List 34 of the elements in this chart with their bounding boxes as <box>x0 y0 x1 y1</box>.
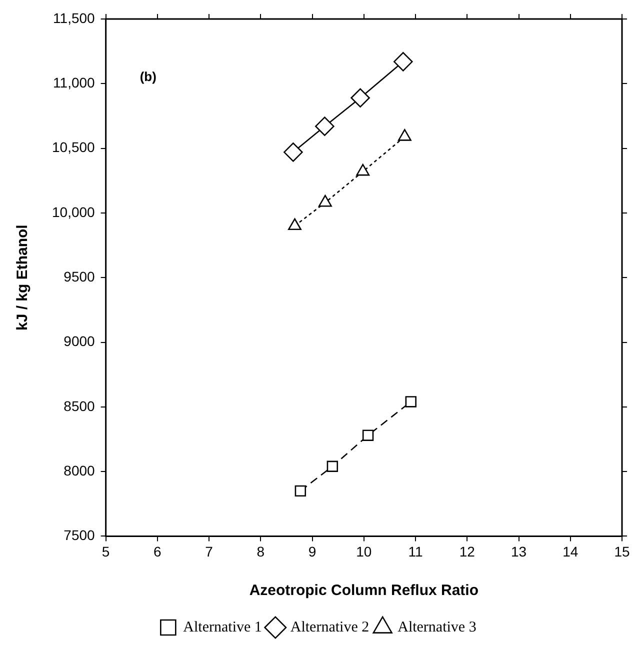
x-tick-label: 10 <box>356 543 372 560</box>
y-tick-label: 11,500 <box>53 10 96 26</box>
x-axis-title: Azeotropic Column Reflux Ratio <box>249 582 479 600</box>
x-tick-label: 12 <box>459 543 476 560</box>
point <box>405 396 416 408</box>
point <box>362 430 374 441</box>
x-tick-label: 13 <box>510 543 527 560</box>
annotation: (b) <box>140 69 156 84</box>
y-tick-label: 10,000 <box>52 204 96 220</box>
y-tick-label: 9500 <box>64 268 96 284</box>
point <box>294 485 306 497</box>
x-tick-label: 11 <box>408 543 423 560</box>
x-tick-label: 5 <box>102 543 110 560</box>
point <box>315 116 334 136</box>
y-tick-label: 7500 <box>64 527 96 544</box>
y-tick-label: 8500 <box>64 398 96 414</box>
legend-label: Alternative 2 <box>290 619 370 636</box>
y-tick-label: 8000 <box>64 462 96 478</box>
x-tick-label: 9 <box>308 543 316 560</box>
x-tick-label: 14 <box>562 543 578 560</box>
x-tick-label: 6 <box>154 543 162 560</box>
legend-label: Alternative 1 <box>183 619 262 636</box>
legend-label: Alternative 3 <box>398 619 476 636</box>
y-axis-title: kJ / kg Ethanol <box>14 224 32 331</box>
x-tick-label: 7 <box>205 543 214 560</box>
x-tick-label: 15 <box>614 543 630 560</box>
point <box>350 88 370 108</box>
point <box>326 460 338 472</box>
point <box>284 142 303 162</box>
y-tick-label: 11,000 <box>53 74 96 91</box>
point <box>393 52 413 72</box>
y-tick-label: 9000 <box>64 333 96 350</box>
y-tick-label: 10,500 <box>52 139 96 156</box>
x-tick-label: 8 <box>256 543 265 560</box>
